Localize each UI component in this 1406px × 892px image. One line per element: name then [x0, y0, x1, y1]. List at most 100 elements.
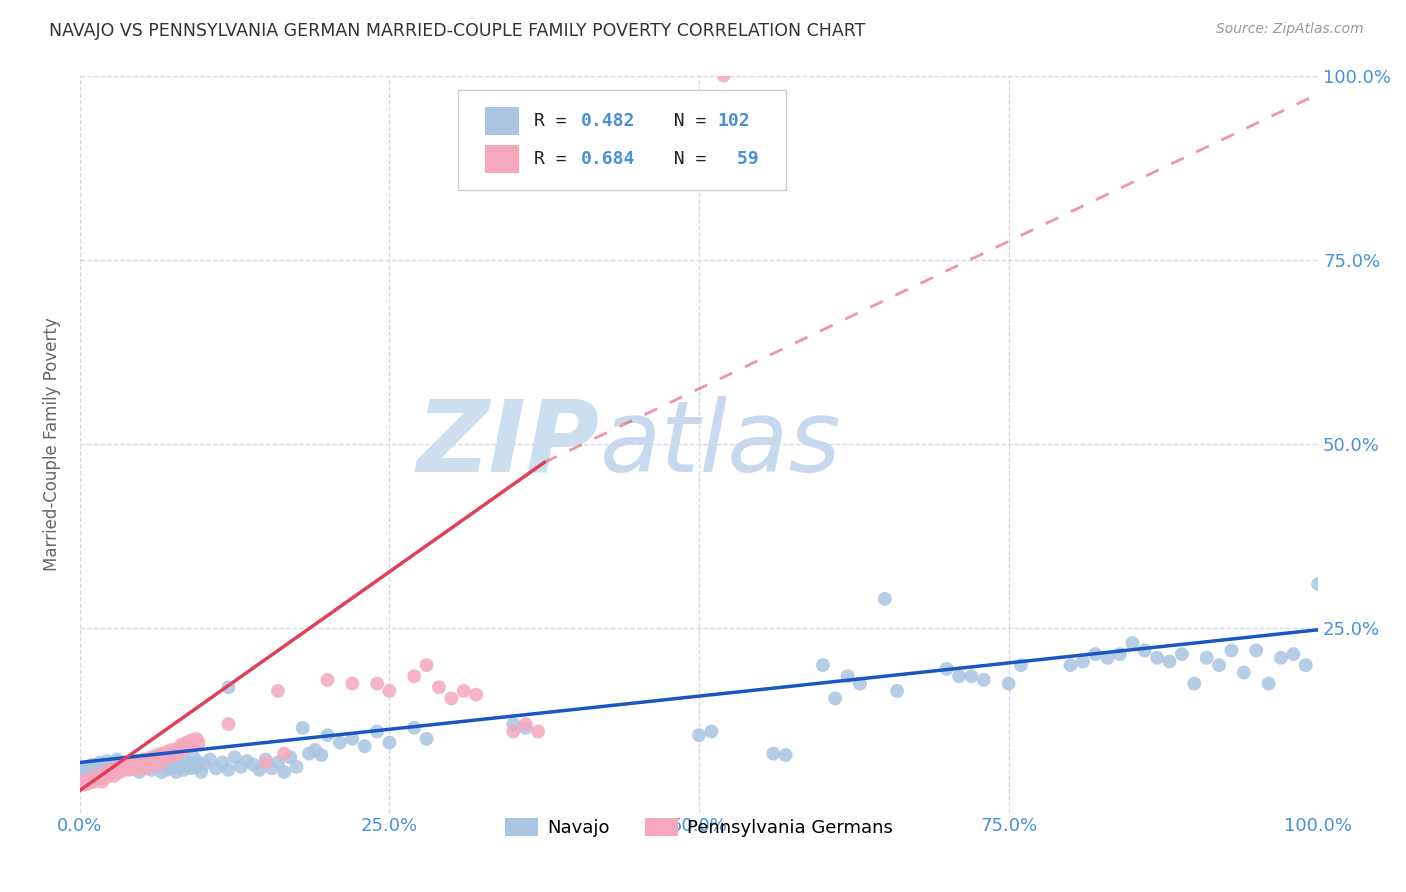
Point	[143, 750, 166, 764]
Point	[193, 757, 215, 772]
Point	[163, 752, 186, 766]
Point	[304, 743, 326, 757]
Point	[217, 717, 239, 731]
Point	[211, 756, 233, 770]
Text: 0.684: 0.684	[581, 150, 636, 168]
Point	[131, 757, 153, 772]
Point	[72, 761, 94, 775]
Point	[353, 739, 375, 754]
Point	[1295, 658, 1317, 673]
Point	[1133, 643, 1156, 657]
Point	[91, 761, 114, 775]
Point	[91, 774, 114, 789]
Point	[86, 769, 108, 783]
Point	[224, 750, 246, 764]
Point	[366, 676, 388, 690]
Point	[160, 743, 183, 757]
Legend: Navajo, Pennsylvania Germans: Navajo, Pennsylvania Germans	[498, 810, 900, 844]
Text: N =: N =	[652, 150, 717, 168]
Point	[115, 757, 138, 772]
Point	[83, 767, 105, 781]
Point	[453, 684, 475, 698]
Point	[515, 717, 537, 731]
Point	[180, 733, 202, 747]
Point	[273, 765, 295, 780]
Point	[166, 765, 188, 780]
Point	[775, 748, 797, 763]
Point	[465, 688, 488, 702]
Point	[114, 763, 136, 777]
Point	[205, 761, 228, 775]
Point	[960, 669, 983, 683]
Point	[837, 669, 859, 683]
Point	[176, 754, 198, 768]
Point	[167, 756, 190, 770]
Point	[254, 752, 277, 766]
FancyBboxPatch shape	[485, 107, 519, 136]
Point	[105, 761, 128, 775]
Point	[134, 752, 156, 766]
Point	[96, 754, 118, 768]
Point	[170, 760, 193, 774]
Point	[267, 684, 290, 698]
Point	[713, 69, 735, 83]
Point	[98, 767, 121, 781]
Point	[76, 772, 98, 787]
Point	[1195, 650, 1218, 665]
Text: Source: ZipAtlas.com: Source: ZipAtlas.com	[1216, 22, 1364, 37]
Point	[1109, 647, 1132, 661]
Point	[1059, 658, 1081, 673]
Point	[242, 757, 264, 772]
Point	[285, 760, 308, 774]
Point	[1010, 658, 1032, 673]
Point	[153, 752, 176, 766]
Point	[153, 754, 176, 768]
Point	[108, 765, 131, 780]
FancyBboxPatch shape	[457, 90, 786, 190]
Point	[105, 752, 128, 766]
Point	[342, 676, 364, 690]
Text: 59: 59	[727, 150, 759, 168]
Point	[342, 731, 364, 746]
Point	[1257, 676, 1279, 690]
Point	[73, 763, 96, 777]
Point	[811, 658, 834, 673]
Point	[254, 756, 277, 770]
Point	[502, 717, 524, 731]
Point	[688, 728, 710, 742]
Point	[700, 724, 723, 739]
Point	[1159, 655, 1181, 669]
Point	[502, 724, 524, 739]
Point	[1146, 650, 1168, 665]
Point	[145, 760, 167, 774]
Point	[101, 757, 124, 772]
Point	[82, 770, 104, 784]
Point	[93, 765, 115, 780]
Point	[329, 735, 352, 749]
Point	[886, 684, 908, 698]
Point	[316, 728, 339, 742]
Point	[1084, 647, 1107, 661]
Point	[155, 745, 177, 759]
Text: ZIP: ZIP	[418, 395, 600, 492]
Point	[134, 752, 156, 766]
Point	[121, 760, 143, 774]
Point	[427, 680, 450, 694]
Point	[145, 748, 167, 763]
Point	[404, 721, 426, 735]
Point	[260, 761, 283, 775]
Point	[948, 669, 970, 683]
Text: N =: N =	[652, 112, 717, 130]
Point	[515, 721, 537, 735]
Point	[378, 735, 401, 749]
Text: R =: R =	[534, 150, 578, 168]
Point	[118, 761, 141, 775]
Point	[173, 763, 195, 777]
Text: NAVAJO VS PENNSYLVANIA GERMAN MARRIED-COUPLE FAMILY POVERTY CORRELATION CHART: NAVAJO VS PENNSYLVANIA GERMAN MARRIED-CO…	[49, 22, 866, 40]
Point	[273, 747, 295, 761]
Point	[124, 756, 146, 770]
Point	[198, 752, 221, 766]
Point	[267, 756, 290, 770]
Point	[177, 757, 200, 772]
Point	[138, 757, 160, 772]
